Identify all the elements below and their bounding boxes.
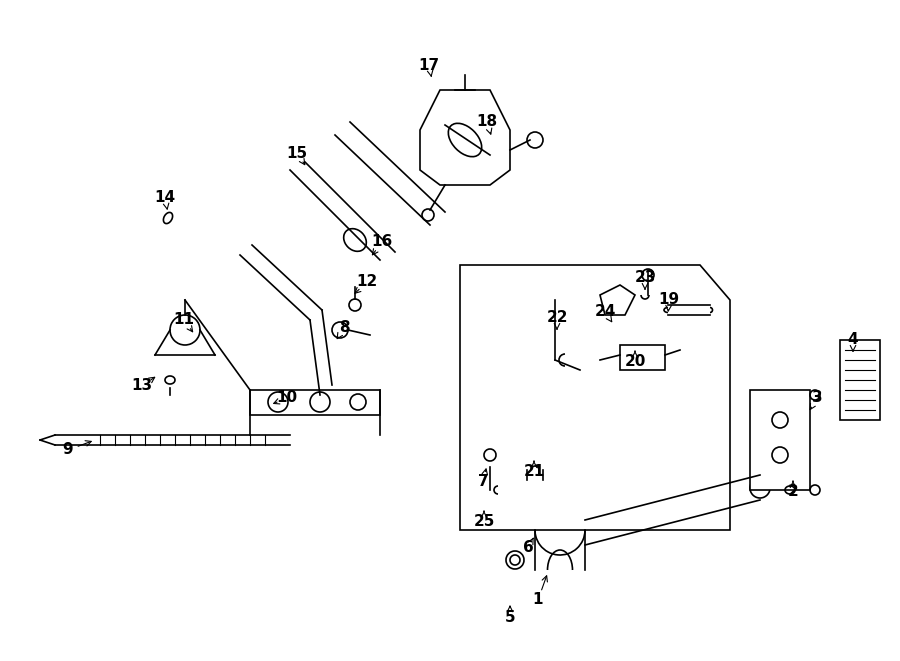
Bar (750, 390, 810, 490)
Text: 20: 20 (625, 354, 645, 369)
Text: 7: 7 (478, 475, 489, 490)
Text: 5: 5 (505, 611, 516, 625)
Bar (620, 345, 665, 370)
Text: 25: 25 (473, 514, 495, 529)
Text: 6: 6 (523, 541, 534, 555)
Text: 13: 13 (131, 379, 153, 393)
Text: 18: 18 (476, 114, 498, 130)
Text: 23: 23 (634, 270, 656, 286)
Text: 3: 3 (812, 391, 823, 405)
Text: 19: 19 (659, 292, 680, 307)
Text: 17: 17 (418, 58, 439, 73)
Text: 8: 8 (338, 321, 349, 336)
Text: 22: 22 (546, 311, 568, 325)
Polygon shape (460, 265, 730, 530)
Text: 9: 9 (63, 442, 73, 457)
Text: 21: 21 (524, 465, 544, 479)
Text: 24: 24 (594, 305, 616, 319)
Bar (840, 340, 880, 420)
Text: 11: 11 (174, 313, 194, 327)
Text: 2: 2 (788, 485, 798, 500)
Text: 10: 10 (276, 391, 298, 405)
Text: 14: 14 (155, 190, 176, 206)
Text: 1: 1 (533, 592, 544, 607)
Polygon shape (250, 390, 380, 415)
Text: 12: 12 (356, 274, 378, 290)
Text: 4: 4 (848, 332, 859, 348)
Text: 16: 16 (372, 235, 392, 249)
Text: 15: 15 (286, 145, 308, 161)
